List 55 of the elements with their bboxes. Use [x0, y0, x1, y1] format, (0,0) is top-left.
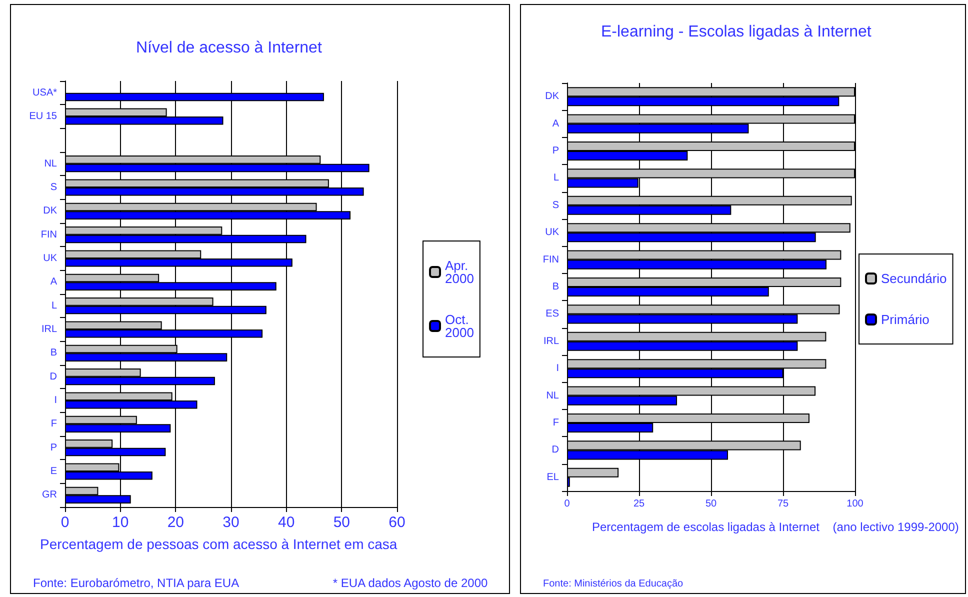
x-tick-label: 25 [633, 498, 645, 510]
y-tick-label: EU 15 [29, 111, 58, 122]
y-tick-label: P [552, 146, 560, 156]
x-tick-label: 30 [222, 514, 240, 531]
y-tick-label: DK [545, 91, 560, 102]
y-tick-label: DK [43, 206, 58, 217]
x-tick-label: 50 [705, 498, 717, 510]
x-tick-label: 0 [564, 498, 570, 510]
x-tick-label: 10 [112, 514, 129, 531]
x-tick-label: 50 [333, 514, 350, 531]
y-tick-label: L [51, 300, 58, 312]
y-tick-label: FIN [542, 254, 559, 266]
y-tick-label: F [50, 418, 57, 430]
legend-label: Primário [881, 312, 930, 327]
y-tick-label: D [50, 371, 57, 382]
y-tick-label: L [553, 172, 560, 184]
y-tick-label: P [50, 442, 58, 454]
x-axis-title: Percentagem de pessoas com acesso à Internet em casa [40, 536, 398, 552]
x-tick-label: 40 [278, 514, 295, 531]
text: * EUA dados Agosto de 2000 [332, 576, 488, 590]
y-tick-label: NL [44, 158, 58, 170]
y-tick-label: S [552, 200, 560, 211]
y-tick-label: EL [546, 472, 560, 483]
y-tick-label: IRL [41, 324, 58, 335]
y-tick-label: A [50, 276, 58, 288]
x-tick-label: 20 [167, 514, 184, 531]
y-tick-label: I [54, 395, 57, 406]
y-tick-label: B [50, 348, 58, 359]
y-tick-label: NL [546, 390, 560, 402]
source-note: Fonte: Ministérios da Educação [543, 578, 684, 590]
x-tick-label: 75 [777, 498, 789, 510]
y-tick-label: ES [546, 308, 560, 320]
y-tick-label: UK [43, 253, 58, 264]
y-tick-label: E [50, 466, 58, 477]
chart-title: Nível de acesso à Internet [136, 40, 322, 56]
source-note: Fonte: Eurobarómetro, NTIA para EUA [33, 576, 240, 590]
y-tick-label: B [552, 282, 560, 292]
chart-title: E-learning - Escolas ligadas à Internet [601, 24, 872, 40]
x-axis-title: Percentagem de escolas ligadas à Internet (ano lectivo 1999-2000) [592, 520, 959, 534]
y-tick-label: GR [42, 490, 57, 501]
legend-label: Oct. 2000 [445, 312, 474, 340]
legend-label: Apr. 2000 [445, 258, 474, 286]
y-tick-label: D [552, 444, 559, 456]
y-tick-label: S [50, 182, 58, 193]
legend-label: Secundário [881, 271, 947, 286]
y-tick-label: IRL [543, 336, 560, 347]
x-tick-label: 0 [60, 514, 70, 531]
x-tick-label: 60 [388, 514, 406, 531]
y-tick-label: F [552, 418, 559, 428]
x-tick-label: 100 [846, 498, 864, 510]
y-tick-label: FIN [40, 229, 57, 240]
y-tick-label: A [552, 118, 560, 130]
y-tick-label: USA* [32, 87, 58, 98]
y-tick-label: I [556, 363, 559, 374]
y-tick-label: UK [545, 227, 560, 238]
